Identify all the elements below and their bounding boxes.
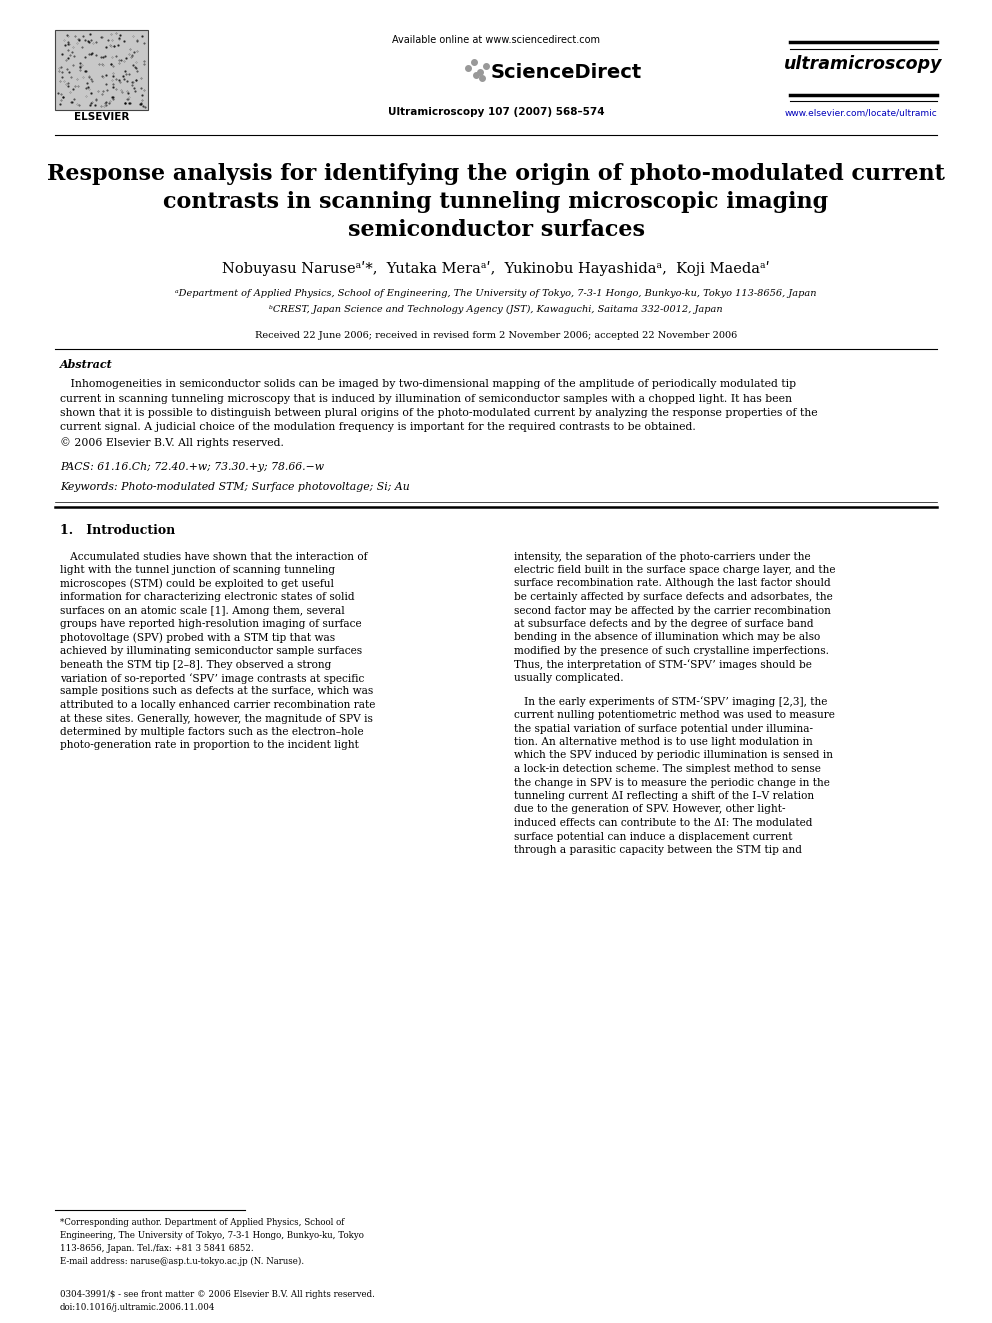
Text: ᵇCREST, Japan Science and Technology Agency (JST), Kawaguchi, Saitama 332-0012, : ᵇCREST, Japan Science and Technology Age… [269, 306, 723, 314]
Text: through a parasitic capacity between the STM tip and: through a parasitic capacity between the… [514, 845, 802, 855]
Text: ultramicroscopy: ultramicroscopy [785, 56, 942, 73]
Text: modified by the presence of such crystalline imperfections.: modified by the presence of such crystal… [514, 646, 829, 656]
Text: at these sites. Generally, however, the magnitude of SPV is: at these sites. Generally, however, the … [60, 713, 373, 724]
Text: current nulling potentiometric method was used to measure: current nulling potentiometric method wa… [514, 710, 835, 720]
Text: Available online at www.sciencedirect.com: Available online at www.sciencedirect.co… [392, 34, 600, 45]
Text: achieved by illuminating semiconductor sample surfaces: achieved by illuminating semiconductor s… [60, 646, 362, 656]
Text: information for characterizing electronic states of solid: information for characterizing electroni… [60, 591, 354, 602]
Text: 113-8656, Japan. Tel./fax: +81 3 5841 6852.: 113-8656, Japan. Tel./fax: +81 3 5841 68… [60, 1244, 254, 1253]
Text: ᵃDepartment of Applied Physics, School of Engineering, The University of Tokyo, : ᵃDepartment of Applied Physics, School o… [176, 288, 816, 298]
Text: photovoltage (SPV) probed with a STM tip that was: photovoltage (SPV) probed with a STM tip… [60, 632, 335, 643]
Text: contrasts in scanning tunneling microscopic imaging: contrasts in scanning tunneling microsco… [164, 191, 828, 213]
Text: ScienceDirect: ScienceDirect [491, 64, 642, 82]
Text: PACS: 61.16.Ch; 72.40.+w; 73.30.+y; 78.66.−w: PACS: 61.16.Ch; 72.40.+w; 73.30.+y; 78.6… [60, 462, 324, 471]
Text: due to the generation of SPV. However, other light-: due to the generation of SPV. However, o… [514, 804, 786, 815]
Text: which the SPV induced by periodic illumination is sensed in: which the SPV induced by periodic illumi… [514, 750, 833, 761]
Text: Ultramicroscopy 107 (2007) 568–574: Ultramicroscopy 107 (2007) 568–574 [388, 107, 604, 116]
Text: *Corresponding author. Department of Applied Physics, School of: *Corresponding author. Department of App… [60, 1218, 344, 1226]
Text: the spatial variation of surface potential under illumina-: the spatial variation of surface potenti… [514, 724, 813, 733]
Text: surface potential can induce a displacement current: surface potential can induce a displacem… [514, 831, 793, 841]
Text: Received 22 June 2006; received in revised form 2 November 2006; accepted 22 Nov: Received 22 June 2006; received in revis… [255, 331, 737, 340]
Text: groups have reported high-resolution imaging of surface: groups have reported high-resolution ima… [60, 619, 362, 628]
Text: bending in the absence of illumination which may be also: bending in the absence of illumination w… [514, 632, 820, 643]
Text: photo-generation rate in proportion to the incident light: photo-generation rate in proportion to t… [60, 741, 359, 750]
Text: intensity, the separation of the photo-carriers under the: intensity, the separation of the photo-c… [514, 552, 810, 561]
Text: Abstract: Abstract [60, 359, 113, 370]
Text: 1.   Introduction: 1. Introduction [60, 524, 176, 537]
Text: light with the tunnel junction of scanning tunneling: light with the tunnel junction of scanni… [60, 565, 335, 576]
Text: be certainly affected by surface defects and adsorbates, the: be certainly affected by surface defects… [514, 591, 832, 602]
Bar [55, 30, 148, 110]
Text: electric field built in the surface space charge layer, and the: electric field built in the surface spac… [514, 565, 835, 576]
Text: current in scanning tunneling microscopy that is induced by illumination of semi: current in scanning tunneling microscopy… [60, 393, 792, 404]
Text: Response analysis for identifying the origin of photo-modulated current: Response analysis for identifying the or… [47, 163, 945, 185]
Text: sample positions such as defects at the surface, which was: sample positions such as defects at the … [60, 687, 373, 696]
Text: variation of so-reported ‘SPV’ image contrasts at specific: variation of so-reported ‘SPV’ image con… [60, 673, 364, 684]
Text: www.elsevier.com/locate/ultramic: www.elsevier.com/locate/ultramic [785, 108, 937, 116]
Text: Engineering, The University of Tokyo, 7-3-1 Hongo, Bunkyo-ku, Tokyo: Engineering, The University of Tokyo, 7-… [60, 1230, 364, 1240]
Text: at subsurface defects and by the degree of surface band: at subsurface defects and by the degree … [514, 619, 813, 628]
Text: determined by multiple factors such as the electron–hole: determined by multiple factors such as t… [60, 728, 364, 737]
Text: current signal. A judicial choice of the modulation frequency is important for t: current signal. A judicial choice of the… [60, 422, 695, 433]
Text: a lock-in detection scheme. The simplest method to sense: a lock-in detection scheme. The simplest… [514, 763, 820, 774]
Text: induced effects can contribute to the ΔI: The modulated: induced effects can contribute to the ΔI… [514, 818, 812, 828]
Text: Keywords: Photo-modulated STM; Surface photovoltage; Si; Au: Keywords: Photo-modulated STM; Surface p… [60, 482, 410, 492]
Text: shown that it is possible to distinguish between plural origins of the photo-mod: shown that it is possible to distinguish… [60, 407, 817, 418]
Text: © 2006 Elsevier B.V. All rights reserved.: © 2006 Elsevier B.V. All rights reserved… [60, 437, 284, 447]
Text: surfaces on an atomic scale [1]. Among them, several: surfaces on an atomic scale [1]. Among t… [60, 606, 345, 615]
Text: In the early experiments of STM-‘SPV’ imaging [2,3], the: In the early experiments of STM-‘SPV’ im… [514, 696, 827, 708]
Text: 0304-3991/$ - see front matter © 2006 Elsevier B.V. All rights reserved.: 0304-3991/$ - see front matter © 2006 El… [60, 1290, 375, 1299]
Text: second factor may be affected by the carrier recombination: second factor may be affected by the car… [514, 606, 831, 615]
Text: attributed to a locally enhanced carrier recombination rate: attributed to a locally enhanced carrier… [60, 700, 375, 710]
Text: semiconductor surfaces: semiconductor surfaces [347, 220, 645, 241]
Text: tunneling current ΔI reflecting a shift of the I–V relation: tunneling current ΔI reflecting a shift … [514, 791, 814, 800]
Text: Inhomogeneities in semiconductor solids can be imaged by two-dimensional mapping: Inhomogeneities in semiconductor solids … [60, 378, 797, 389]
Text: beneath the STM tip [2–8]. They observed a strong: beneath the STM tip [2–8]. They observed… [60, 659, 331, 669]
Text: ELSEVIER: ELSEVIER [73, 112, 129, 122]
Text: Accumulated studies have shown that the interaction of: Accumulated studies have shown that the … [60, 552, 367, 561]
Text: Nobuyasu Naruseᵃʹ*,  Yutaka Meraᵃʹ,  Yukinobu Hayashidaᵃ,  Koji Maedaᵃʹ: Nobuyasu Naruseᵃʹ*, Yutaka Meraᵃʹ, Yukin… [222, 261, 770, 277]
Text: Thus, the interpretation of STM-‘SPV’ images should be: Thus, the interpretation of STM-‘SPV’ im… [514, 659, 811, 671]
Text: E-mail address: naruse@asp.t.u-tokyo.ac.jp (N. Naruse).: E-mail address: naruse@asp.t.u-tokyo.ac.… [60, 1257, 305, 1266]
Text: surface recombination rate. Although the last factor should: surface recombination rate. Although the… [514, 578, 830, 589]
Text: the change in SPV is to measure the periodic change in the: the change in SPV is to measure the peri… [514, 778, 830, 787]
Text: microscopes (STM) could be exploited to get useful: microscopes (STM) could be exploited to … [60, 578, 334, 589]
Text: usually complicated.: usually complicated. [514, 673, 624, 683]
Text: doi:10.1016/j.ultramic.2006.11.004: doi:10.1016/j.ultramic.2006.11.004 [60, 1303, 215, 1312]
Text: tion. An alternative method is to use light modulation in: tion. An alternative method is to use li… [514, 737, 812, 747]
